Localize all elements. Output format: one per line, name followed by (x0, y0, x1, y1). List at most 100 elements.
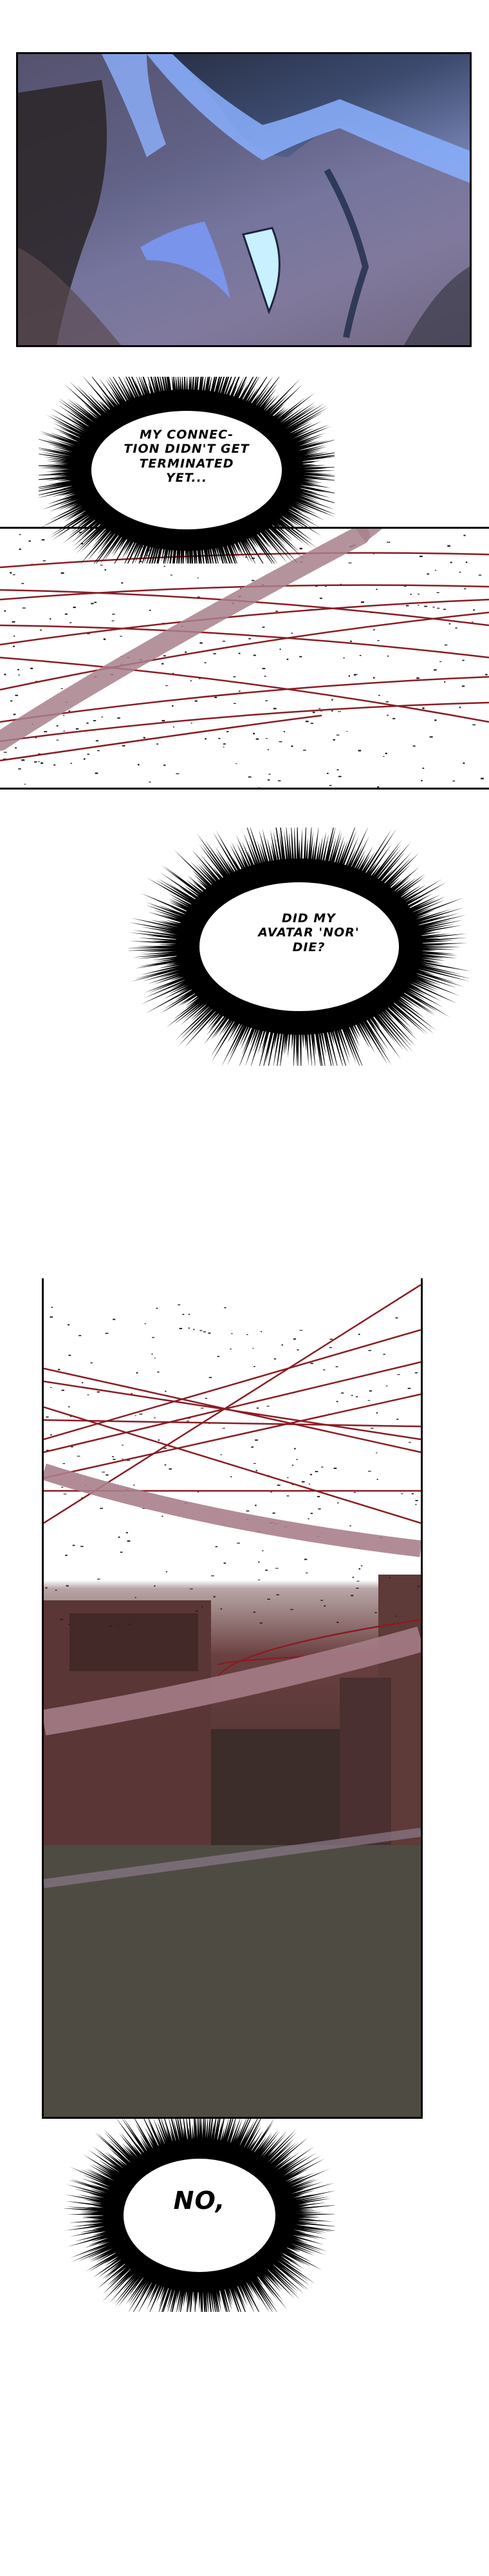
debris-speck (21, 759, 25, 761)
burst-spike (338, 840, 349, 867)
debris-speck (291, 1484, 294, 1485)
burst-spike (289, 2234, 324, 2245)
burst-spike (39, 475, 74, 480)
burst-spike (376, 840, 412, 883)
debris-speck (373, 629, 375, 631)
debris-speck (156, 1307, 158, 1309)
burst-spike (86, 2168, 116, 2184)
debris-speck (262, 1550, 264, 1551)
burst-spike (145, 986, 194, 1014)
debris-speck (121, 582, 124, 584)
burst-spike (97, 2170, 118, 2183)
burst-spike (279, 2166, 297, 2179)
burst-spike (69, 2228, 108, 2237)
burst-spike (88, 2237, 111, 2246)
debris-speck (111, 620, 115, 621)
debris-speck (255, 738, 259, 740)
debris-speck (401, 1493, 403, 1495)
burst-spike (93, 2146, 126, 2172)
burst-spike (280, 2155, 322, 2180)
burst-spike (73, 2188, 109, 2199)
debris-speck (197, 596, 200, 598)
burst-spike (71, 422, 89, 433)
debris-speck (385, 752, 387, 755)
burst-spike (311, 840, 315, 863)
burst-spike (273, 2152, 300, 2172)
burst-spike (53, 420, 86, 437)
red-wire (0, 552, 489, 569)
burst-spike (88, 2149, 124, 2175)
burst-spike (260, 2130, 288, 2161)
debris-speck (258, 1561, 260, 1563)
burst-spike (207, 1009, 221, 1025)
burst-spike (237, 383, 248, 402)
burst-spike (77, 513, 95, 527)
burst-spike (85, 2169, 116, 2185)
burst-spike (418, 956, 446, 961)
debris-speck (230, 1476, 232, 1477)
burst-spike (138, 2280, 157, 2312)
burst-spike (61, 506, 87, 520)
burst-spike (240, 855, 249, 871)
burst-spike (300, 470, 325, 473)
burst-spike (385, 864, 412, 889)
burst-spike (169, 974, 187, 981)
debris-speck (17, 668, 19, 670)
burst-spike (134, 2119, 154, 2152)
burst-spike (192, 547, 196, 564)
debris-speck (286, 658, 289, 660)
debris-speck (276, 1594, 279, 1596)
burst-spike (290, 2231, 320, 2239)
burst-spike (269, 403, 285, 419)
burst-spike (292, 2216, 321, 2219)
burst-spike (291, 2224, 335, 2231)
burst-spike (145, 935, 180, 940)
burst-spike (299, 475, 331, 478)
burst-spike (172, 547, 176, 564)
burst-spike (199, 2289, 202, 2312)
debris-speck (80, 543, 84, 545)
debris-speck (416, 677, 420, 679)
debris-speck (13, 645, 15, 647)
burst-spike (221, 2286, 230, 2312)
burst-spike (221, 1021, 246, 1066)
debris-speck (182, 1314, 185, 1315)
burst-spike (96, 2249, 118, 2262)
burst-spike (92, 2256, 124, 2278)
burst-spike (215, 846, 235, 876)
burst-spike (388, 878, 403, 892)
burst-spike (233, 2284, 246, 2312)
debris-speck (333, 1468, 337, 1469)
burst-spike (210, 1018, 236, 1057)
debris-speck (369, 1390, 372, 1392)
burst-spike (118, 377, 134, 402)
burst-spike (107, 2139, 134, 2164)
burst-spike (167, 2286, 176, 2312)
debris-speck (164, 1464, 167, 1466)
burst-spike (64, 2208, 107, 2212)
burst-spike (226, 2286, 234, 2303)
burst-spike (48, 480, 75, 485)
burst-spike (374, 1011, 409, 1053)
burst-spike (281, 2249, 312, 2267)
burst-spike (336, 1027, 350, 1066)
burst-spike (288, 502, 325, 520)
burst-spike (380, 851, 412, 886)
burst-spike (414, 913, 460, 926)
ground (44, 1845, 421, 2117)
burst-spike (254, 2132, 273, 2157)
burst-spike (382, 857, 412, 887)
burst-spike (243, 2119, 261, 2151)
debris-speck (459, 706, 461, 708)
debris-speck (240, 588, 242, 589)
burst-spike (399, 992, 435, 1016)
burst-spike (247, 2277, 270, 2312)
speech-bubble-text: DID MY AVATAR 'NOR' DIE? (258, 911, 360, 954)
debris-speck (78, 1335, 82, 1336)
burst-spike (413, 909, 452, 922)
burst-spike (41, 452, 75, 459)
debris-speck (434, 569, 437, 571)
burst-spike (266, 2265, 298, 2295)
debris-speck (91, 603, 94, 605)
burst-spike (129, 932, 180, 939)
